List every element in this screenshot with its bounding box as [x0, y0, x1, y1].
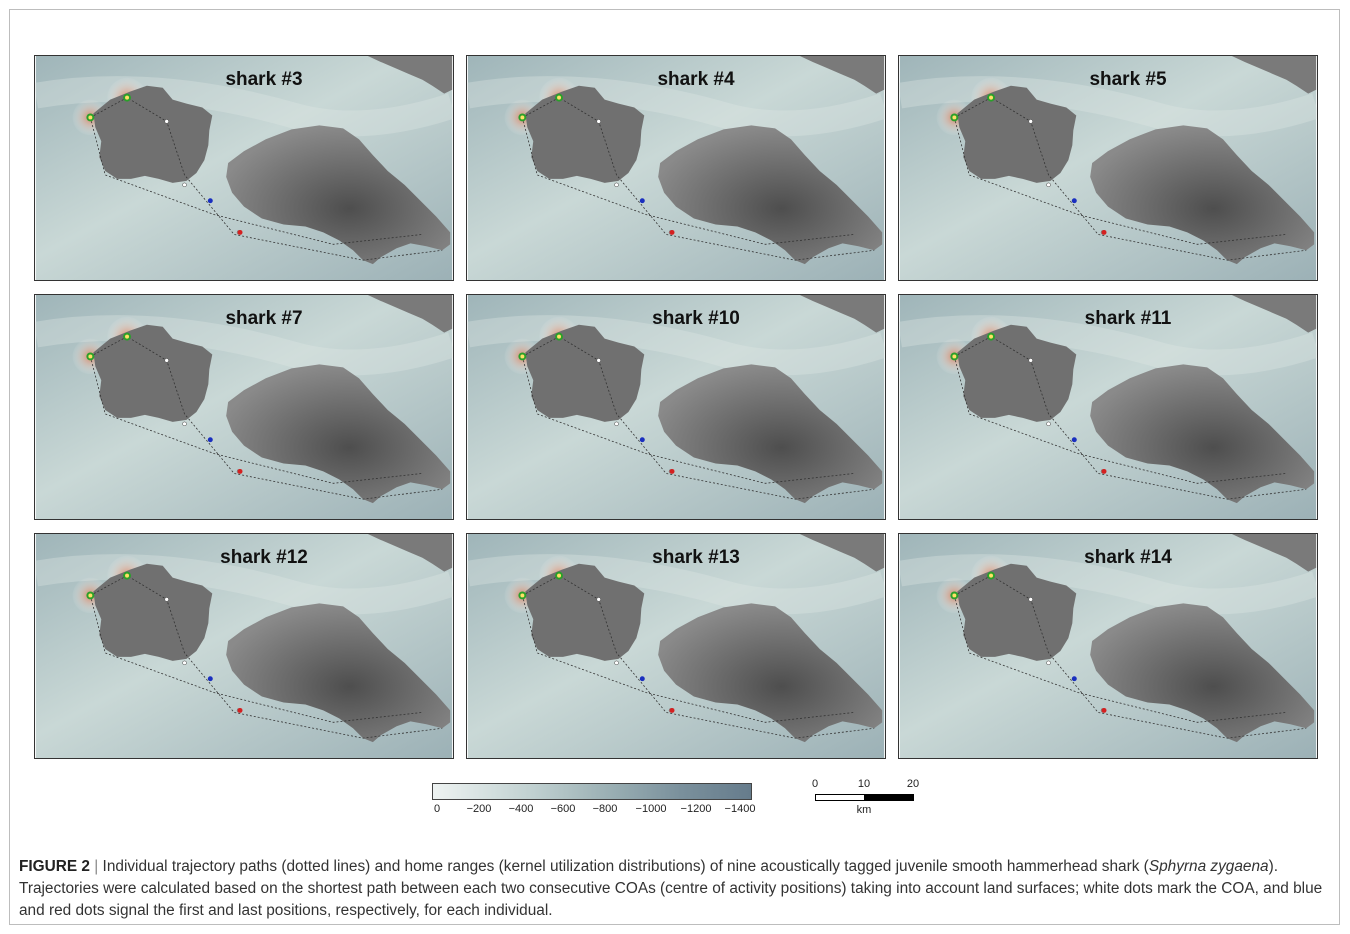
- depth-colorbar: [432, 783, 752, 800]
- caption-species: Sphyrna zygaena: [1148, 858, 1269, 875]
- island-sao-jorge: [367, 534, 453, 572]
- map-panel: shark #13: [466, 533, 886, 759]
- island-faial: [93, 563, 213, 661]
- scale-segment-black: [864, 794, 914, 801]
- depth-tick-label: −600: [550, 803, 576, 815]
- caption-text-1: Individual trajectory paths (dotted line…: [102, 858, 1149, 875]
- map-svg: [899, 56, 1317, 280]
- map-svg: [899, 534, 1317, 758]
- map-panel: shark #12: [34, 533, 454, 759]
- depth-tick-label: −200: [466, 803, 492, 815]
- depth-tick-label: −800: [592, 803, 618, 815]
- island-sao-jorge: [1231, 295, 1317, 333]
- map-svg: [467, 295, 885, 519]
- scale-segment-white: [815, 794, 865, 801]
- island-pico: [1090, 364, 1315, 504]
- island-faial: [957, 324, 1077, 422]
- map-panel: shark #14: [898, 533, 1318, 759]
- depth-tick-label: −1000: [635, 803, 667, 815]
- island-pico: [1090, 603, 1315, 743]
- island-sao-jorge: [799, 295, 885, 333]
- scale-bar: 0 10 20 km: [811, 778, 924, 818]
- island-sao-jorge: [1231, 56, 1317, 94]
- island-faial: [525, 324, 645, 422]
- map-panel: shark #7: [34, 294, 454, 520]
- island-sao-jorge: [799, 56, 885, 94]
- scale-unit: km: [856, 804, 872, 816]
- map-svg: [35, 295, 453, 519]
- map-svg: [35, 56, 453, 280]
- panel-title: shark #10: [652, 308, 740, 329]
- map-panel: shark #3: [34, 55, 454, 281]
- map-panel: shark #5: [898, 55, 1318, 281]
- depth-legend: 0 −200 −400 −600 −800 −1000 −1200 −1400: [432, 783, 756, 818]
- island-sao-jorge: [799, 534, 885, 572]
- map-panel: shark #4: [466, 55, 886, 281]
- island-faial: [93, 85, 213, 183]
- map-panel: shark #11: [898, 294, 1318, 520]
- panel-title: shark #14: [1084, 547, 1172, 568]
- depth-tick-label: −1400: [724, 803, 756, 815]
- panel-title: shark #12: [220, 547, 308, 568]
- island-pico: [658, 364, 883, 504]
- map-panel: shark #10: [466, 294, 886, 520]
- island-sao-jorge: [367, 56, 453, 94]
- island-pico: [226, 603, 451, 743]
- map-svg: [467, 534, 885, 758]
- island-faial: [525, 85, 645, 183]
- map-svg: [35, 534, 453, 758]
- island-pico: [226, 364, 451, 504]
- island-pico: [658, 603, 883, 743]
- depth-tick-label: 0: [433, 803, 441, 815]
- scale-tick-label: 10: [857, 778, 871, 790]
- panel-title: shark #11: [1084, 308, 1172, 329]
- island-faial: [525, 563, 645, 661]
- figure-caption: FIGURE 2 | Individual trajectory paths (…: [19, 856, 1331, 922]
- caption-text-2: ). Trajectories were calculated based on…: [19, 858, 1323, 919]
- scale-tick-label: 0: [811, 778, 819, 790]
- panel-title: shark #4: [657, 69, 735, 90]
- island-pico: [658, 125, 883, 265]
- scale-tick-label: 20: [906, 778, 920, 790]
- panel-title: shark #5: [1089, 69, 1167, 90]
- island-sao-jorge: [1231, 534, 1317, 572]
- island-pico: [226, 125, 451, 265]
- island-faial: [93, 324, 213, 422]
- island-faial: [957, 85, 1077, 183]
- island-pico: [1090, 125, 1315, 265]
- panel-title: shark #7: [225, 308, 303, 329]
- depth-tick-label: −400: [508, 803, 534, 815]
- panel-title: shark #13: [652, 547, 740, 568]
- map-svg: [899, 295, 1317, 519]
- figure-frame: [9, 9, 1340, 925]
- caption-label: FIGURE 2: [19, 858, 90, 875]
- depth-tick-labels: 0 −200 −400 −600 −800 −1000 −1200 −1400: [432, 800, 756, 818]
- panel-title: shark #3: [225, 69, 303, 90]
- island-faial: [957, 563, 1077, 661]
- caption-separator: |: [94, 858, 99, 875]
- map-svg: [467, 56, 885, 280]
- depth-tick-label: −1200: [680, 803, 712, 815]
- island-sao-jorge: [367, 295, 453, 333]
